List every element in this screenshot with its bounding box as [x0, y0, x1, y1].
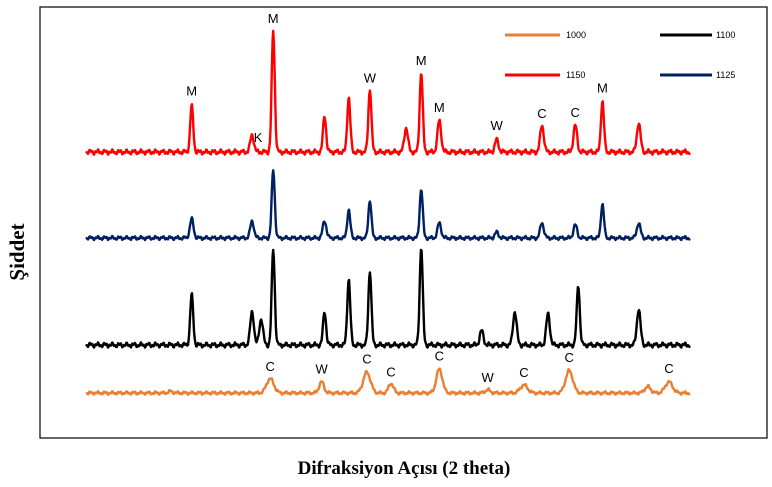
- phase-label: K: [254, 130, 263, 145]
- series-line-1150: [85, 29, 691, 156]
- phase-label: C: [362, 352, 371, 367]
- plot-frame: [39, 6, 768, 439]
- phase-label: C: [565, 350, 574, 365]
- series-line-1000: [85, 367, 691, 396]
- phase-label: W: [482, 370, 495, 385]
- series-line-1125: [85, 169, 691, 242]
- phase-label: W: [364, 71, 377, 86]
- phase-label: C: [435, 349, 444, 364]
- phase-label: W: [315, 362, 328, 377]
- phase-label: M: [268, 11, 279, 26]
- phase-label: C: [571, 105, 580, 120]
- series-line-1100: [85, 248, 691, 349]
- phase-label: C: [664, 361, 673, 376]
- legend-label-1125: 1125: [716, 70, 735, 80]
- legend-label-1000: 1000: [566, 30, 586, 40]
- legend-label-1100: 1100: [716, 30, 735, 40]
- phase-label: C: [537, 106, 546, 121]
- phase-label: C: [386, 364, 395, 379]
- phase-label: W: [491, 118, 504, 133]
- legend-label-1150: 1150: [566, 70, 585, 80]
- x-axis-label: Difraksiyon Açısı (2 theta): [298, 458, 511, 479]
- phase-label: M: [186, 84, 197, 99]
- phase-label: C: [266, 359, 275, 374]
- legend: 1000 1100 1150 1125: [505, 30, 735, 80]
- phase-label: M: [597, 81, 608, 96]
- y-axis-label: Şiddet: [5, 223, 29, 280]
- phase-label: M: [416, 53, 427, 68]
- series-layer: [85, 29, 691, 396]
- phase-label: M: [434, 100, 445, 115]
- phase-label: C: [519, 365, 528, 380]
